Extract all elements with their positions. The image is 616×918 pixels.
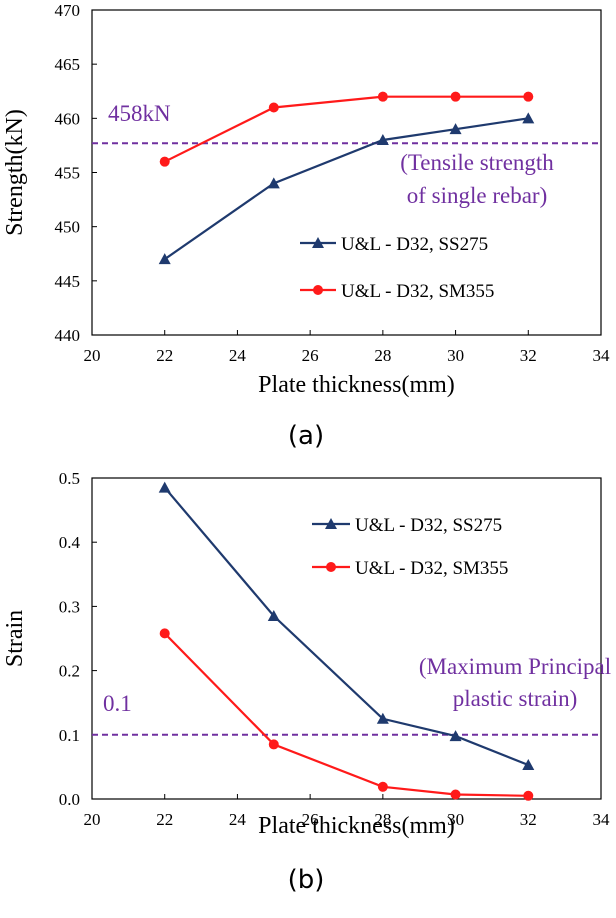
data-point-triangle [522, 758, 535, 770]
legend-marker-triangle [325, 518, 337, 529]
x-tick-label: 26 [302, 810, 319, 829]
panel-caption: (a) [288, 421, 324, 451]
reference-annotation-line: (Tensile strength [400, 150, 554, 175]
data-point-circle [268, 102, 279, 113]
data-point-circle [268, 739, 279, 750]
y-tick-label: 450 [55, 218, 81, 237]
y-tick-label: 460 [55, 109, 81, 128]
x-tick-label: 20 [84, 810, 101, 829]
data-point-circle [523, 790, 534, 801]
data-point-triangle [267, 177, 280, 189]
legend-marker-circle [326, 562, 336, 572]
legend-marker-circle [313, 285, 323, 295]
data-point-circle [159, 156, 170, 167]
x-axis-label: Plate thickness(mm) [258, 813, 455, 839]
x-tick-label: 32 [520, 346, 537, 365]
data-point-circle [159, 628, 170, 639]
strain-chart: 20 22 24 26 28 30 32 34 0.0 0.1 0.2 0.3 0.4 0.5 Plate … [2, 469, 611, 895]
data-point-triangle [376, 134, 389, 145]
y-axis-label: Strength(kN) [2, 109, 28, 236]
y-tick-label: 0.5 [59, 469, 80, 488]
data-point-triangle [449, 123, 462, 135]
x-tick-label: 24 [229, 346, 247, 365]
data-point-triangle [376, 712, 389, 724]
data-point-circle [377, 91, 388, 102]
y-tick-label: 0.4 [59, 533, 81, 552]
y-tick-label: 470 [55, 1, 81, 20]
x-tick-label: 22 [156, 810, 173, 829]
x-tick-label: 24 [229, 810, 247, 829]
strength-chart: 20 22 24 26 28 30 32 34 440 445 450 455 460 465 470 Pla… [2, 1, 610, 451]
y-tick-label: 445 [55, 272, 81, 291]
data-point-circle [523, 91, 534, 102]
data-point-triangle [267, 610, 280, 622]
data-point-circle [450, 91, 461, 102]
reference-annotation-line: plastic strain) [453, 686, 578, 711]
y-axis-label: Strain [2, 610, 28, 667]
x-axis-label: Plate thickness(mm) [258, 372, 455, 398]
data-point-circle [377, 781, 388, 792]
x-tick-label: 22 [156, 346, 173, 365]
legend-label: U&L - D32, SS275 [355, 515, 502, 536]
data-point-triangle [522, 112, 535, 124]
x-tick-label: 34 [593, 346, 611, 365]
y-tick-label: 0.0 [59, 790, 80, 809]
data-point-triangle [158, 253, 171, 265]
panel-caption: (b) [288, 865, 325, 895]
legend-marker-triangle [312, 237, 324, 248]
reference-annotation-line: (Maximum Principal [419, 654, 611, 679]
x-tick-label: 30 [447, 346, 464, 365]
data-point-triangle [158, 481, 171, 493]
plot-frame [91, 477, 602, 800]
y-tick-label: 440 [55, 326, 81, 345]
y-tick-label: 0.1 [59, 726, 80, 745]
x-tick-label: 30 [447, 810, 464, 829]
y-tick-label: 0.2 [59, 662, 80, 681]
reference-line-label: 0.1 [103, 691, 132, 716]
x-tick-label: 28 [374, 810, 391, 829]
legend-label: U&L - D32, SM355 [355, 558, 508, 579]
x-tick-label: 20 [84, 346, 101, 365]
x-tick-label: 26 [302, 346, 319, 365]
x-tick-label: 28 [374, 346, 391, 365]
data-point-circle [450, 789, 461, 800]
x-tick-label: 32 [520, 810, 537, 829]
x-tick-label: 34 [593, 810, 611, 829]
legend-label: U&L - D32, SS275 [341, 234, 488, 255]
y-tick-label: 465 [55, 55, 81, 74]
data-point-triangle [449, 730, 462, 742]
y-tick-label: 0.3 [59, 597, 80, 616]
legend-label: U&L - D32, SM355 [341, 281, 494, 302]
reference-annotation-line: of single rebar) [407, 183, 548, 208]
y-tick-label: 455 [55, 164, 81, 183]
reference-line-label: 458kN [108, 101, 171, 126]
